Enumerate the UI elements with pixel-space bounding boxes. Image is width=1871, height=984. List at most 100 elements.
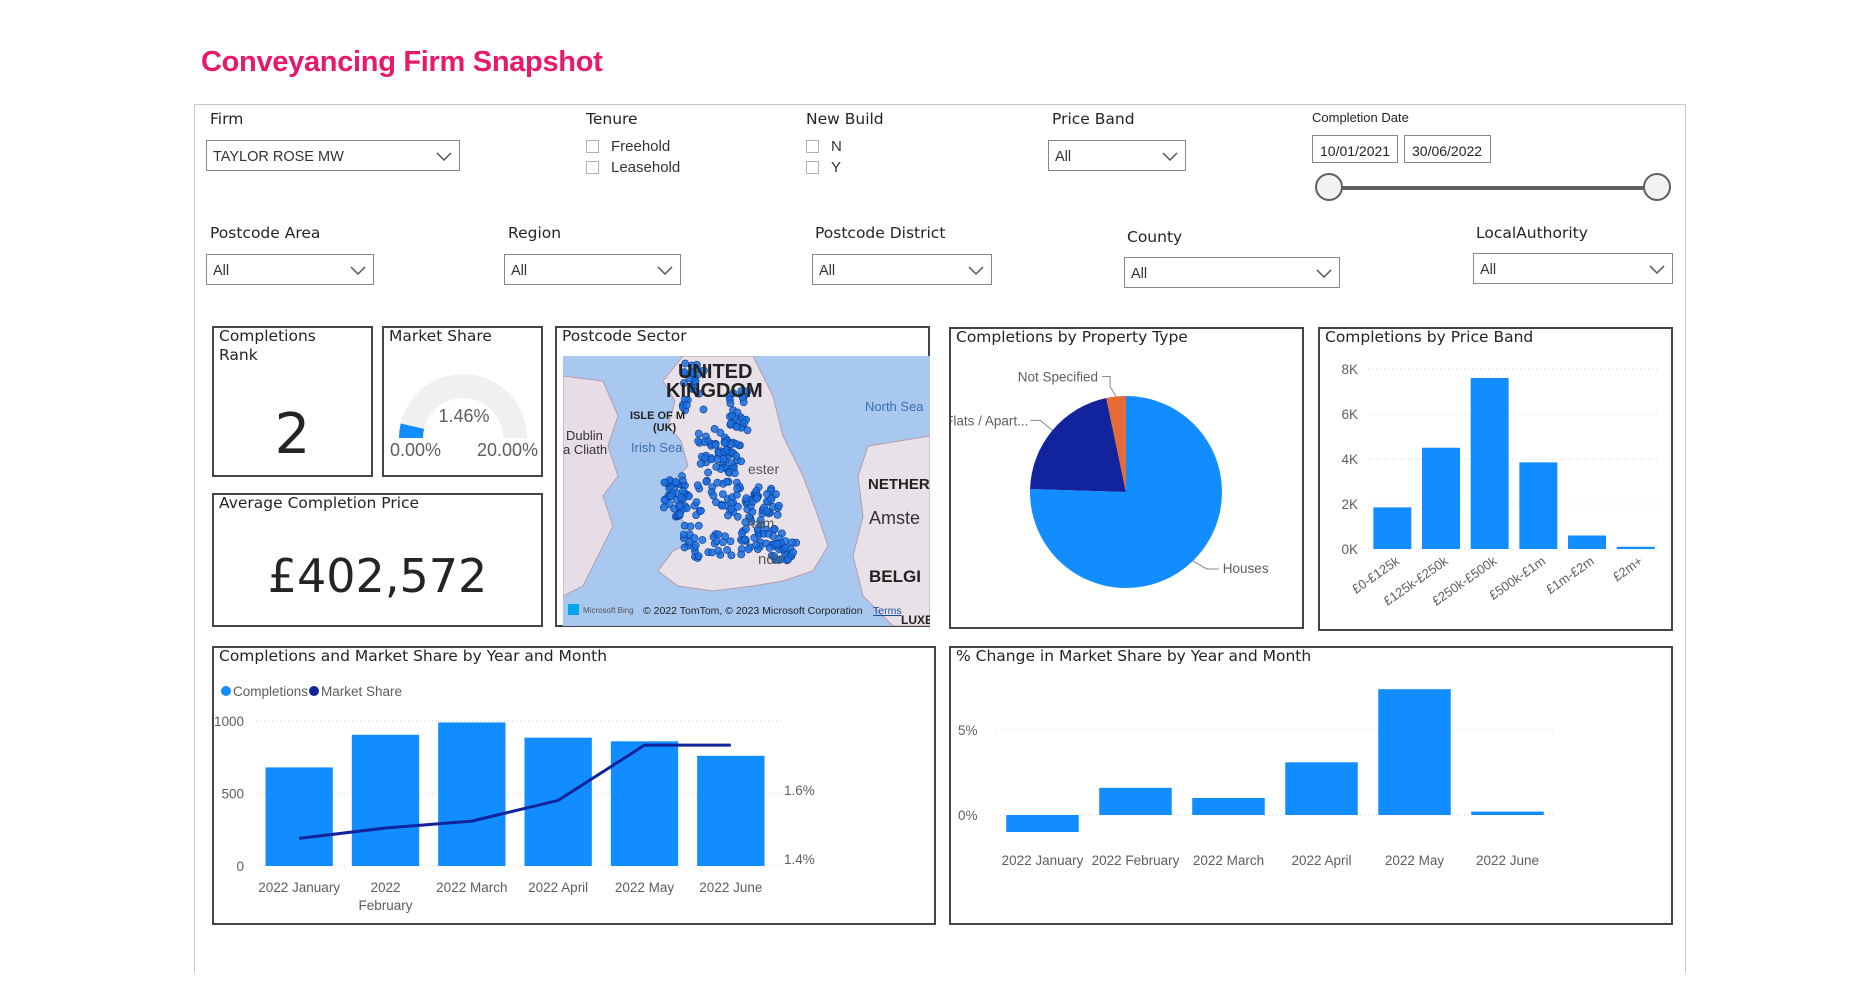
y-tick-label: 4K xyxy=(1341,452,1358,467)
checkbox[interactable] xyxy=(586,161,599,174)
gauge-fill xyxy=(399,423,425,438)
tenure-option-leasehold[interactable]: Leasehold xyxy=(586,157,680,178)
date-slider-start-handle[interactable] xyxy=(1315,173,1343,201)
gauge-graphic: 1.46% 0.00% 20.00% xyxy=(390,374,538,460)
checkbox[interactable] xyxy=(586,140,599,153)
x-tick-label: 2022 April xyxy=(528,880,588,895)
map-label: a Cliath xyxy=(563,442,607,457)
map-point xyxy=(708,548,716,557)
date-slider-track[interactable] xyxy=(1328,186,1658,190)
postcode-district-dropdown[interactable]: All xyxy=(812,254,992,285)
y-tick-label: 5% xyxy=(958,723,978,738)
gauge-max-label: 20.00% xyxy=(477,440,538,460)
region-dropdown[interactable]: All xyxy=(504,254,681,285)
completions-market-share-chart[interactable]: Completions and Market Share by Year and… xyxy=(212,646,936,925)
checkbox[interactable] xyxy=(806,161,819,174)
bar xyxy=(1568,535,1606,549)
completions-rank-card[interactable]: Completions Rank 2 xyxy=(212,326,373,477)
map-canvas[interactable]: UNITED KINGDOM ISLE OF M (UK) Dublin a C… xyxy=(563,356,930,626)
pie-data-label: Houses xyxy=(1223,561,1269,576)
map-point xyxy=(694,437,703,445)
map-label: ester xyxy=(748,461,779,477)
pie-leader-line xyxy=(1102,376,1117,397)
map-point xyxy=(726,537,735,546)
bing-logo-icon xyxy=(568,604,579,615)
pie-slice xyxy=(1106,396,1126,492)
map-point xyxy=(692,498,701,506)
map-point xyxy=(687,384,696,393)
bar xyxy=(1378,689,1451,815)
chevron-down-icon xyxy=(657,266,673,276)
county-dropdown[interactable]: All xyxy=(1124,257,1340,288)
bar xyxy=(610,741,679,866)
map-point xyxy=(740,419,749,427)
average-price-card[interactable]: Average Completion Price £402,572 xyxy=(212,493,543,627)
map-point xyxy=(710,425,719,433)
postcode-area-title: Postcode Area xyxy=(210,224,321,242)
new-build-option-y[interactable]: Y xyxy=(806,157,842,178)
bar xyxy=(1519,462,1558,549)
local-authority-value: All xyxy=(1480,262,1497,278)
tenure-option-freehold[interactable]: Freehold xyxy=(586,136,680,157)
map-point xyxy=(720,439,729,447)
local-authority-dropdown[interactable]: All xyxy=(1473,253,1673,284)
tenure-slicer-title: Tenure xyxy=(586,110,638,128)
postcode-area-dropdown[interactable]: All xyxy=(206,254,374,285)
gauge-title: Market Share xyxy=(389,327,492,345)
x-tick-label: 2022 January xyxy=(258,880,340,895)
page-title: Conveyancing Firm Snapshot xyxy=(201,46,603,78)
start-date-input[interactable]: 10/01/2021 xyxy=(1312,135,1398,163)
legend-marker-completions xyxy=(221,686,231,696)
postcode-sector-map[interactable]: Postcode Sector UNITED KINGDOM ISLE OF M… xyxy=(555,326,930,627)
new-build-option-n[interactable]: N xyxy=(806,136,842,157)
legend-marker-market-share xyxy=(309,686,319,696)
x-tick-label: £1m-£2m xyxy=(1543,553,1597,597)
end-date-input[interactable]: 30/06/2022 xyxy=(1404,135,1491,163)
map-point xyxy=(726,399,735,408)
map-point xyxy=(753,525,762,534)
market-share-change-chart[interactable]: % Change in Market Share by Year and Mon… xyxy=(949,646,1673,925)
firm-dropdown[interactable]: TAYLOR ROSE MW xyxy=(206,140,460,171)
price-band-slicer-title: Price Band xyxy=(1052,110,1135,128)
map-point xyxy=(692,511,700,519)
map-point xyxy=(722,477,731,486)
postcode-area-value: All xyxy=(213,263,230,279)
map-point xyxy=(728,411,736,420)
checkbox[interactable] xyxy=(806,140,819,153)
map-point xyxy=(732,452,741,460)
map-point xyxy=(711,441,720,449)
map-label: Dublin xyxy=(566,428,603,443)
map-point xyxy=(750,533,759,542)
map-point xyxy=(730,469,739,477)
map-terms-link[interactable]: Terms xyxy=(873,605,902,617)
property-type-pie-chart[interactable]: Completions by Property Type Houses Flats… xyxy=(949,327,1304,629)
price-band-dropdown[interactable]: All xyxy=(1048,140,1186,171)
map-point xyxy=(789,548,797,557)
map-point xyxy=(680,368,689,377)
chevron-down-icon xyxy=(1316,269,1332,279)
map-point xyxy=(698,536,707,544)
map-point xyxy=(744,545,753,554)
map-point xyxy=(702,477,711,486)
map-point xyxy=(695,389,704,398)
map-point xyxy=(714,530,723,539)
map-point xyxy=(733,484,742,493)
map-point xyxy=(717,501,726,510)
average-price-value: £402,572 xyxy=(267,549,488,603)
map-point xyxy=(713,478,722,487)
map-point xyxy=(718,490,727,498)
map-point xyxy=(671,478,680,486)
map-label: ndo xyxy=(758,551,783,568)
map-point xyxy=(741,518,750,526)
map-point xyxy=(696,506,705,515)
date-slider-end-handle[interactable] xyxy=(1643,173,1671,201)
region-value: All xyxy=(511,263,528,279)
map-attribution: © 2022 TomTom, © 2023 Microsoft Corporat… xyxy=(643,605,863,617)
x-tick-label: 2022 June xyxy=(1476,853,1539,868)
y-tick-label: 0% xyxy=(958,808,978,823)
map-label: ham xyxy=(747,515,774,531)
map-point xyxy=(781,543,790,552)
market-share-gauge[interactable]: Market Share 1.46% 0.00% 20.00% xyxy=(382,326,543,477)
bar xyxy=(697,755,765,866)
price-band-bar-chart[interactable]: Completions by Price Band 0K 2K 4K 6K 8K £0-£… xyxy=(1318,327,1673,631)
